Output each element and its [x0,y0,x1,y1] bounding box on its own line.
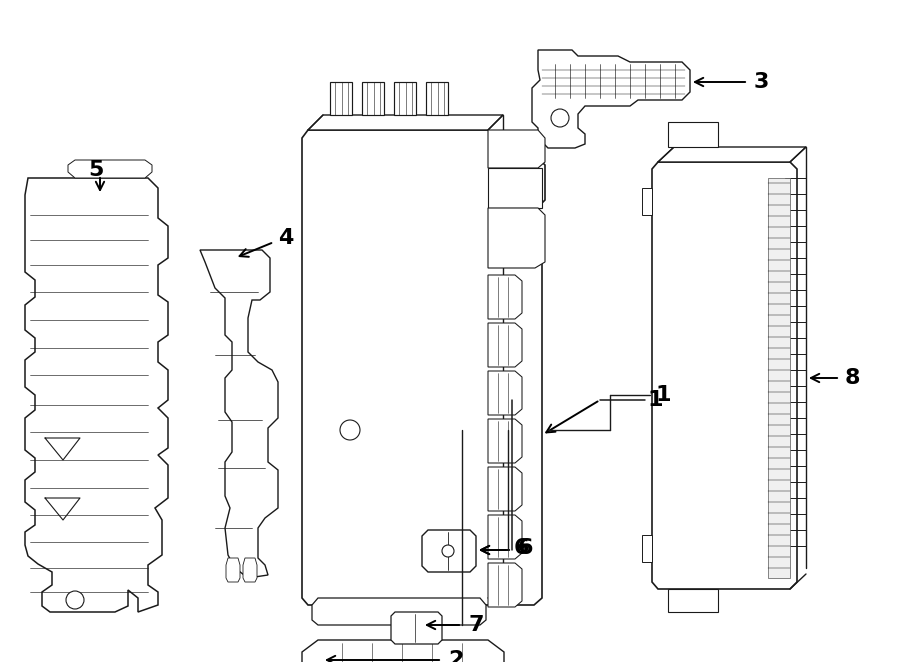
Polygon shape [488,419,522,463]
Circle shape [551,109,569,127]
Polygon shape [200,250,278,578]
Polygon shape [658,147,806,162]
Polygon shape [391,612,442,644]
Circle shape [442,545,454,557]
Circle shape [66,591,84,609]
Polygon shape [330,82,352,115]
Polygon shape [302,130,545,605]
Polygon shape [668,589,718,612]
Polygon shape [488,275,522,319]
Polygon shape [668,122,718,147]
Text: 1: 1 [648,390,663,410]
Polygon shape [488,467,522,511]
Polygon shape [488,323,522,367]
Text: 4: 4 [278,228,293,248]
Polygon shape [302,640,504,662]
Text: 5: 5 [88,160,104,180]
Polygon shape [68,160,152,178]
Polygon shape [642,188,652,215]
Polygon shape [642,535,652,562]
Polygon shape [308,115,503,130]
Text: 3: 3 [754,72,770,92]
Polygon shape [488,130,545,168]
Polygon shape [488,563,522,607]
Polygon shape [768,178,790,578]
Polygon shape [394,82,416,115]
Text: 6: 6 [518,538,534,558]
Polygon shape [488,208,545,268]
Text: 6: 6 [514,538,529,558]
Text: 2: 2 [448,650,464,662]
Polygon shape [488,371,522,415]
Polygon shape [532,50,690,148]
Polygon shape [226,558,240,582]
Polygon shape [488,168,542,208]
Polygon shape [312,598,486,625]
Polygon shape [426,82,448,115]
Text: 1: 1 [655,385,670,405]
Polygon shape [243,558,257,582]
Polygon shape [362,82,384,115]
Text: 8: 8 [845,368,860,388]
Text: 7: 7 [468,615,483,635]
Polygon shape [422,530,476,572]
Polygon shape [652,162,797,589]
Polygon shape [488,515,522,559]
Circle shape [340,420,360,440]
Polygon shape [25,178,168,612]
